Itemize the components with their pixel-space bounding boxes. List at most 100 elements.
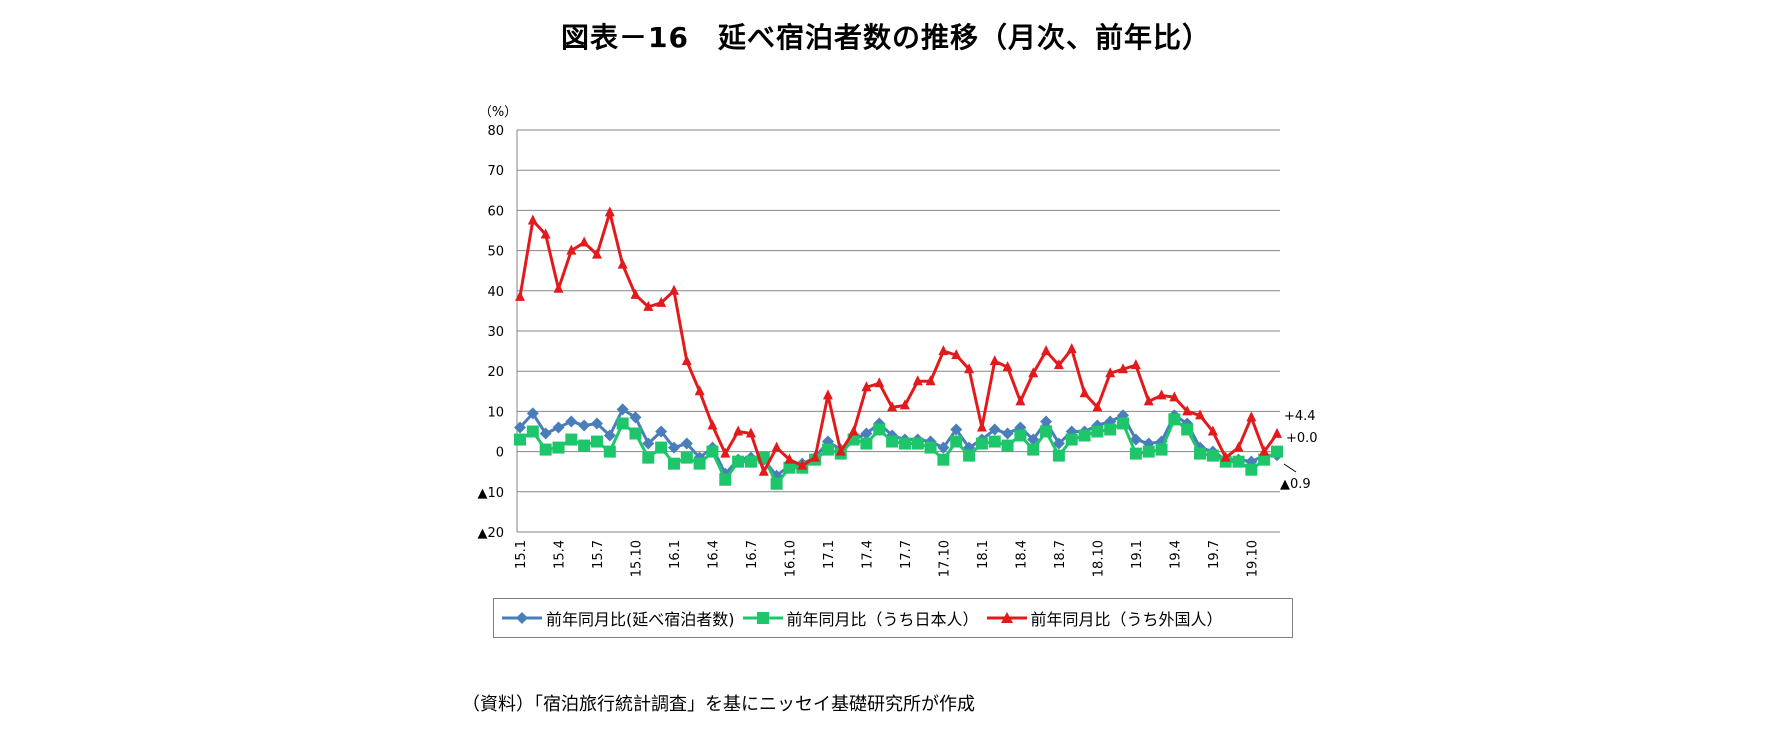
data-point xyxy=(643,300,654,311)
source-note: （資料）「宿泊旅行統計調査」を基にニッセイ基礎研究所が作成 xyxy=(462,694,975,715)
data-point xyxy=(1014,429,1027,442)
data-point xyxy=(912,375,923,386)
data-point xyxy=(732,455,745,468)
y-tick-label: 20 xyxy=(487,365,504,380)
x-tick-label: 17.4 xyxy=(860,540,875,569)
data-point xyxy=(591,248,602,259)
data-point xyxy=(1117,417,1130,430)
data-point xyxy=(1065,433,1078,446)
data-point xyxy=(514,433,526,446)
data-point xyxy=(526,425,539,438)
data-point xyxy=(784,453,795,464)
data-point xyxy=(848,425,859,436)
data-point xyxy=(835,445,846,456)
data-point xyxy=(950,435,963,448)
data-point xyxy=(925,375,936,386)
y-axis-ticks: 80 70 60 50 40 30 20 10 0 ▲10 ▲20 xyxy=(477,124,504,541)
data-point xyxy=(680,437,693,450)
x-tick-label: 15.7 xyxy=(591,540,606,569)
data-point xyxy=(976,421,987,432)
data-point xyxy=(1181,423,1194,436)
data-point xyxy=(1091,425,1104,438)
data-point xyxy=(1028,367,1039,378)
data-point xyxy=(1168,413,1181,426)
data-point xyxy=(616,417,629,430)
data-point xyxy=(1195,409,1206,420)
data-point xyxy=(694,385,705,396)
y-tick-label: 40 xyxy=(487,285,504,300)
legend-marker-diamond xyxy=(502,611,542,625)
data-point xyxy=(604,206,615,217)
data-point xyxy=(603,445,616,458)
data-point xyxy=(1027,443,1040,456)
x-tick-label: 16.10 xyxy=(783,540,798,577)
data-point xyxy=(938,345,949,356)
data-point xyxy=(988,423,1001,436)
data-point xyxy=(642,437,655,450)
data-point xyxy=(616,403,629,416)
data-point xyxy=(617,258,628,269)
chart-legend: 前年同月比(延べ宿泊者数) 前年同月比（うち日本人） 前年同月比（うち外国人） xyxy=(493,598,1293,638)
data-point xyxy=(861,381,872,392)
data-point xyxy=(693,457,706,470)
y-tick-label: 70 xyxy=(487,164,504,179)
data-point xyxy=(1015,395,1026,406)
annotation-leader-line xyxy=(1283,463,1297,473)
data-point xyxy=(707,419,718,430)
data-point xyxy=(744,455,757,468)
x-tick-label: 19.10 xyxy=(1245,540,1260,577)
series-group xyxy=(514,206,1283,490)
data-point xyxy=(1233,441,1244,452)
data-point xyxy=(783,461,796,474)
x-tick-label: 18.1 xyxy=(976,540,991,569)
data-point xyxy=(656,296,667,307)
data-point xyxy=(733,425,744,436)
data-point xyxy=(951,349,962,360)
data-point xyxy=(1155,443,1168,456)
data-point xyxy=(1066,343,1077,354)
y-tick-label: 60 xyxy=(487,204,504,219)
y-axis-unit-label: （%） xyxy=(479,105,517,120)
data-point xyxy=(539,427,552,440)
data-point xyxy=(515,290,525,301)
data-point xyxy=(1232,455,1245,468)
legend-item-japanese: 前年同月比（うち日本人） xyxy=(742,606,979,630)
x-tick-label: 15.1 xyxy=(514,540,529,569)
x-tick-label: 17.1 xyxy=(822,540,837,569)
x-tick-label: 16.1 xyxy=(668,540,683,569)
data-point xyxy=(898,437,911,450)
y-tick-label: 10 xyxy=(487,405,504,420)
y-tick-label: ▲20 xyxy=(477,526,504,541)
data-point xyxy=(655,441,668,454)
x-tick-label: 17.7 xyxy=(899,540,914,569)
data-point xyxy=(1092,401,1103,412)
data-point xyxy=(667,457,680,470)
data-point xyxy=(527,214,538,225)
end-annotations: +4.4 +0.0 ▲0.9 xyxy=(1280,409,1318,492)
x-tick-label: 15.4 xyxy=(552,540,567,569)
data-point xyxy=(1129,447,1142,460)
data-point xyxy=(1129,433,1142,446)
data-point xyxy=(797,459,808,470)
data-point xyxy=(1220,451,1231,462)
data-point xyxy=(1052,437,1065,450)
data-point xyxy=(540,228,551,239)
x-tick-label: 18.7 xyxy=(1053,540,1068,569)
data-point xyxy=(720,447,731,458)
data-point xyxy=(719,473,732,486)
data-point xyxy=(745,427,756,438)
data-point xyxy=(1272,427,1282,438)
data-point xyxy=(950,423,963,436)
data-point xyxy=(1271,445,1283,458)
x-axis: 15.1 15.4 15.7 15.10 16.1 16.4 16.7 16.10 17.1 17… xyxy=(514,130,1280,577)
series-3 xyxy=(515,206,1282,476)
data-point xyxy=(565,433,578,446)
data-point xyxy=(860,437,873,450)
y-tick-label: 30 xyxy=(487,325,504,340)
annotation-total-end: ▲0.9 xyxy=(1280,477,1311,492)
data-point xyxy=(1142,445,1155,458)
data-point xyxy=(1169,391,1180,402)
data-point xyxy=(681,355,692,366)
data-point xyxy=(771,441,782,452)
data-point xyxy=(810,451,821,462)
